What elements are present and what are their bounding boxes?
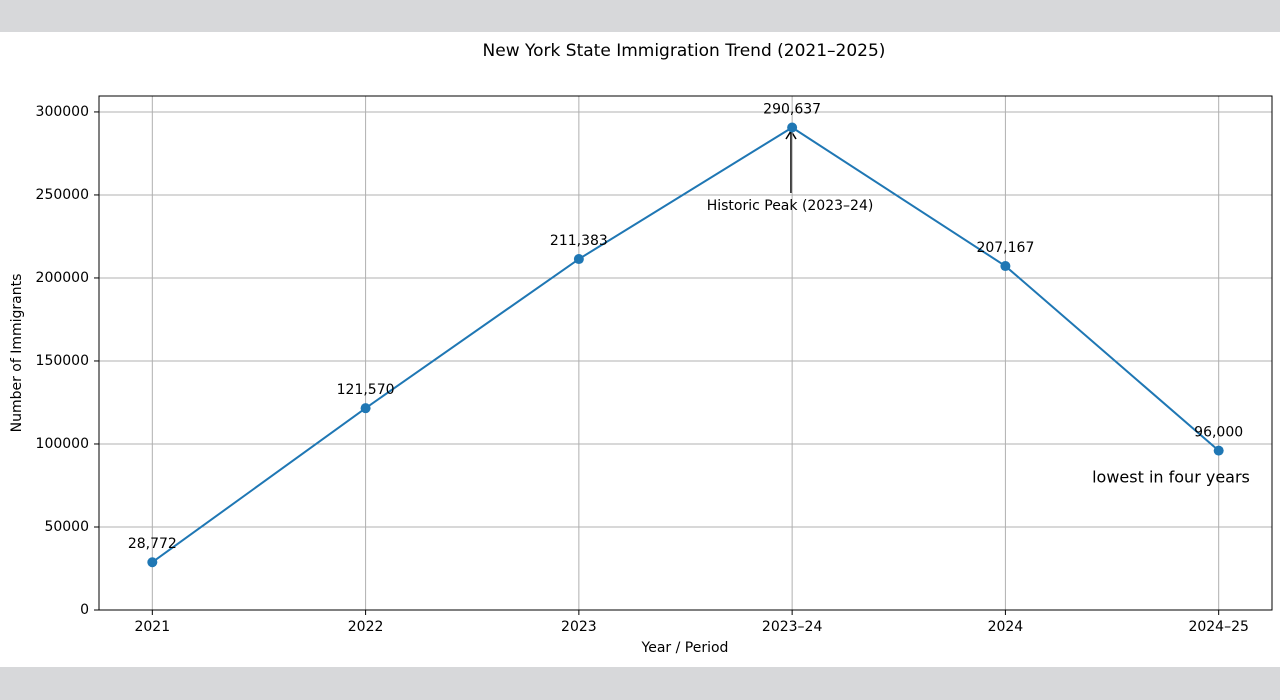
- y-tick-label: 0: [80, 602, 89, 618]
- plot-frame: [98, 95, 1273, 611]
- top-band: [0, 0, 1280, 32]
- y-tick-label: 100000: [36, 436, 89, 452]
- point: [147, 557, 158, 568]
- point: [360, 403, 371, 414]
- y-tick-label: 250000: [36, 187, 89, 203]
- y-tick-label: 300000: [36, 104, 89, 120]
- x-axis-label: Year / Period: [641, 640, 729, 656]
- y-tick-label: 150000: [36, 353, 89, 369]
- point: [1213, 445, 1224, 456]
- y-tick-label: 50000: [44, 519, 89, 535]
- annotation: lowest in four years: [1092, 468, 1250, 487]
- x-tick-label: 2023: [561, 619, 597, 635]
- point: [1000, 261, 1011, 272]
- x-tick-label: 2024–25: [1188, 619, 1248, 635]
- x-tick-label: 2024: [988, 619, 1024, 635]
- data-label: 211,383: [550, 233, 608, 249]
- y-axis-label: Number of Immigrants: [9, 274, 25, 433]
- x-tick-label: 2022: [348, 619, 384, 635]
- bottom-band: [0, 667, 1280, 700]
- annotation: Historic Peak (2023–24): [707, 198, 874, 214]
- data-label: 290,637: [763, 101, 821, 117]
- data-label: 96,000: [1194, 425, 1243, 441]
- point: [787, 122, 798, 133]
- data-label: 121,570: [337, 382, 395, 398]
- line: [151, 126, 1220, 564]
- data-label: 207,167: [976, 240, 1034, 256]
- x-tick-label: 2021: [134, 619, 170, 635]
- point: [573, 254, 584, 265]
- plot-area: 0 50000 100000 150000 200000 250000 300000 2021…: [36, 96, 1272, 635]
- y-tick-label: 200000: [36, 270, 89, 286]
- data-label: 28,772: [128, 536, 177, 552]
- x-tick-label: 2023–24: [762, 619, 823, 635]
- chart-title: New York State Immigration Trend (2021–2…: [483, 41, 886, 61]
